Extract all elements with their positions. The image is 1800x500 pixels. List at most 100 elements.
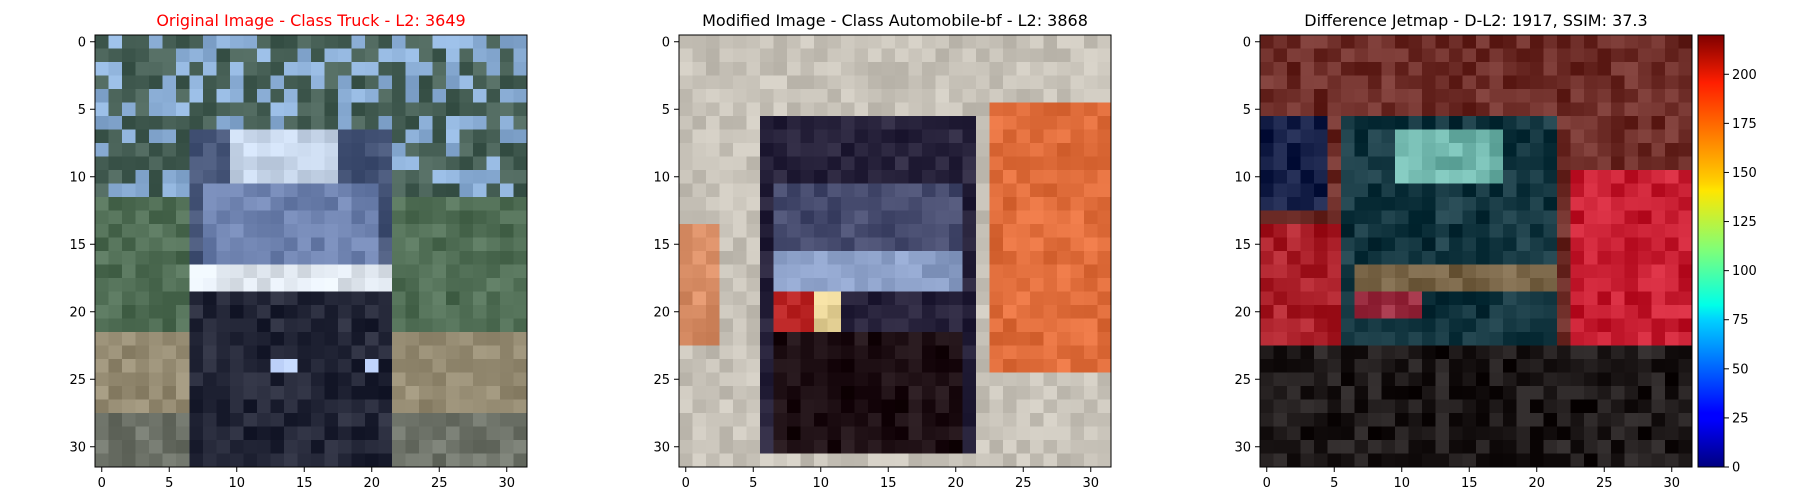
pixel (935, 170, 950, 184)
pixel (446, 386, 460, 400)
pixel (1611, 318, 1625, 333)
pixel (868, 170, 882, 184)
pixel (284, 183, 298, 198)
pixel (800, 224, 815, 238)
pixel (760, 413, 774, 427)
pixel (1097, 291, 1112, 306)
pixel (827, 318, 842, 333)
pixel (1503, 453, 1517, 468)
pixel (1665, 305, 1679, 319)
pixel (405, 413, 420, 427)
pixel (976, 35, 990, 49)
pixel (1530, 210, 1544, 225)
pixel (324, 35, 339, 49)
x-tick-label: 0 (98, 476, 106, 491)
pixel (1597, 251, 1612, 265)
pixel (733, 440, 747, 454)
pixel (1341, 426, 1355, 441)
pixel (1097, 183, 1112, 198)
pixel (1030, 210, 1044, 225)
pixel (787, 143, 801, 157)
pixel (1584, 359, 1598, 373)
pixel (1354, 48, 1369, 63)
pixel (1057, 305, 1071, 319)
pixel (1260, 399, 1274, 414)
pixel (976, 359, 990, 373)
pixel (405, 440, 420, 454)
pixel (446, 345, 460, 360)
pixel (446, 305, 460, 319)
pixel (1300, 372, 1315, 387)
pixel (513, 251, 528, 265)
pixel (1530, 399, 1544, 414)
pixel (1489, 305, 1504, 319)
pixel (962, 318, 977, 333)
pixel (405, 210, 420, 225)
pixel (270, 251, 285, 265)
pixel (841, 210, 855, 225)
pixel (922, 224, 936, 238)
pixel (1435, 156, 1450, 171)
pixel (733, 143, 747, 157)
pixel (1624, 332, 1639, 346)
pixel (297, 318, 312, 333)
pixel (1030, 278, 1044, 292)
pixel (1597, 305, 1612, 319)
pixel (432, 345, 447, 360)
pixel (1354, 237, 1369, 252)
pixel (1381, 372, 1396, 387)
pixel (257, 143, 271, 157)
pixel (1516, 237, 1531, 252)
pixel (1003, 372, 1017, 387)
pixel (135, 170, 150, 184)
pixel (1678, 372, 1693, 387)
pixel (773, 210, 788, 225)
pixel (1489, 453, 1504, 468)
pixel (1543, 224, 1558, 238)
pixel (1314, 453, 1328, 468)
pixel (827, 251, 842, 265)
pixel (162, 413, 177, 427)
pixel (908, 413, 923, 427)
pixel (1084, 75, 1098, 90)
pixel (1408, 89, 1423, 103)
pixel (365, 278, 379, 292)
pixel (189, 35, 204, 49)
pixel (1273, 224, 1288, 238)
pixel (203, 224, 217, 238)
pixel (1030, 386, 1044, 400)
pixel (1260, 372, 1274, 387)
pixel (949, 318, 963, 333)
y-tick-label: 20 (1234, 305, 1251, 320)
pixel (746, 332, 761, 346)
pixel (1016, 372, 1031, 387)
pixel (1084, 197, 1098, 211)
pixel (733, 62, 747, 76)
pixel (1422, 170, 1436, 184)
pixel (881, 399, 896, 414)
pixel (1678, 453, 1693, 468)
pixel (1368, 372, 1382, 387)
pixel (135, 197, 150, 211)
pixel (189, 102, 204, 117)
pixel (432, 35, 447, 49)
pixel (432, 332, 447, 346)
pixel (1557, 372, 1571, 387)
panel-difference-frame (1259, 34, 1693, 468)
pixel (773, 116, 788, 130)
pixel (1665, 210, 1679, 225)
y-tick-label: 0 (1243, 35, 1251, 50)
pixel (243, 116, 258, 130)
pixel (297, 264, 312, 279)
pixel (257, 440, 271, 454)
pixel (270, 413, 285, 427)
pixel (908, 35, 923, 49)
pixel (486, 75, 501, 90)
pixel (1327, 35, 1342, 49)
pixel (1476, 413, 1490, 427)
pixel (324, 183, 339, 198)
pixel (338, 156, 352, 171)
pixel (881, 224, 896, 238)
pixel (1354, 197, 1369, 211)
pixel (1043, 75, 1058, 90)
